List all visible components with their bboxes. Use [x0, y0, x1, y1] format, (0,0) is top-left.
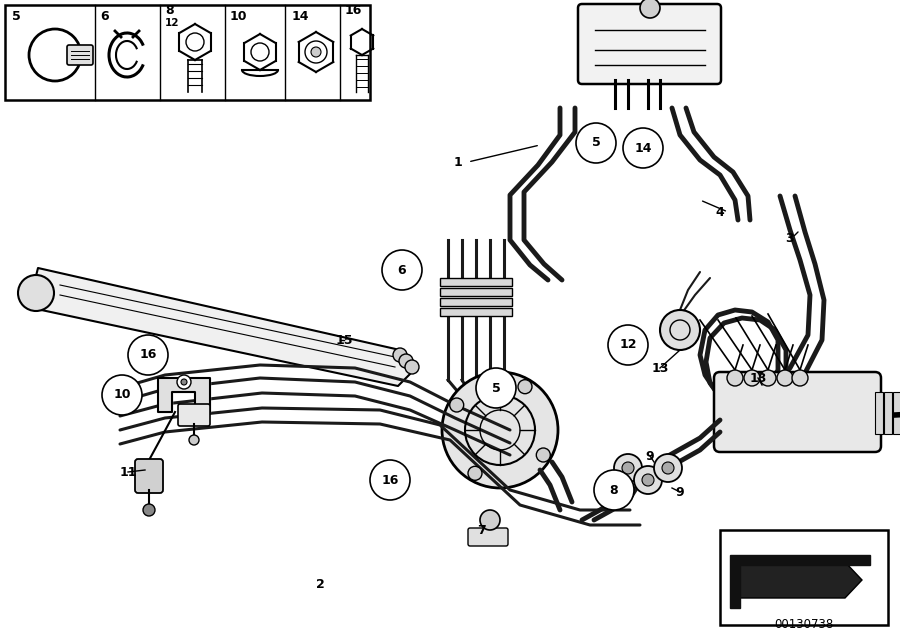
Text: 14: 14 [292, 10, 310, 23]
Circle shape [181, 379, 187, 385]
Text: 3: 3 [786, 232, 795, 244]
Circle shape [727, 370, 743, 386]
Circle shape [536, 448, 550, 462]
Circle shape [476, 368, 516, 408]
Circle shape [405, 360, 419, 374]
Circle shape [382, 250, 422, 290]
Text: 9: 9 [645, 450, 654, 462]
Text: 00130738: 00130738 [774, 618, 833, 631]
Circle shape [777, 370, 793, 386]
Circle shape [18, 275, 54, 311]
Circle shape [660, 310, 700, 350]
Bar [893, 392, 900, 434]
Bar [720, 530, 888, 625]
Text: 6: 6 [398, 263, 406, 277]
Circle shape [744, 370, 760, 386]
Text: 7: 7 [478, 523, 486, 537]
Text: 15: 15 [335, 333, 353, 347]
Text: 10: 10 [113, 389, 130, 401]
Text: 13: 13 [652, 361, 669, 375]
Polygon shape [158, 378, 210, 412]
Text: 16: 16 [382, 473, 399, 487]
Circle shape [450, 398, 464, 412]
Text: 8: 8 [609, 483, 618, 497]
FancyBboxPatch shape [135, 459, 163, 493]
Circle shape [792, 370, 808, 386]
Circle shape [518, 380, 532, 394]
FancyBboxPatch shape [714, 372, 881, 452]
Bar [440, 288, 512, 296]
Text: 8: 8 [165, 4, 174, 17]
Text: 16: 16 [140, 349, 157, 361]
Circle shape [576, 123, 616, 163]
Circle shape [654, 454, 682, 482]
Circle shape [594, 470, 634, 510]
Text: 14: 14 [634, 141, 652, 155]
Polygon shape [732, 562, 862, 598]
Circle shape [177, 375, 191, 389]
Circle shape [662, 462, 674, 474]
Text: 5: 5 [491, 382, 500, 394]
Bar [440, 308, 512, 316]
Circle shape [642, 474, 654, 486]
FancyBboxPatch shape [578, 4, 721, 84]
Circle shape [480, 510, 500, 530]
Circle shape [393, 348, 407, 362]
Text: 2: 2 [316, 579, 324, 591]
Text: 5: 5 [591, 137, 600, 149]
Bar [440, 298, 512, 306]
Text: 11: 11 [119, 466, 137, 478]
Circle shape [128, 335, 168, 375]
Circle shape [634, 466, 662, 494]
Circle shape [143, 504, 155, 516]
Bar [440, 278, 512, 286]
Polygon shape [730, 555, 870, 608]
Bar [875, 392, 883, 434]
Bar [5, 5, 370, 100]
Text: 5: 5 [12, 10, 21, 23]
Circle shape [608, 325, 648, 365]
Text: 9: 9 [676, 485, 684, 499]
Text: 12: 12 [165, 18, 179, 28]
Text: 16: 16 [345, 4, 363, 17]
Circle shape [614, 454, 642, 482]
Circle shape [640, 0, 660, 18]
Circle shape [623, 128, 663, 168]
Text: 10: 10 [230, 10, 248, 23]
Polygon shape [32, 268, 410, 386]
FancyBboxPatch shape [178, 404, 210, 426]
Circle shape [399, 354, 413, 368]
Text: 4: 4 [716, 205, 724, 219]
Circle shape [311, 47, 321, 57]
Circle shape [760, 370, 776, 386]
Text: 12: 12 [619, 338, 637, 352]
Text: 13: 13 [750, 371, 767, 385]
Circle shape [370, 460, 410, 500]
Circle shape [468, 466, 482, 480]
Circle shape [442, 372, 558, 488]
Text: 6: 6 [100, 10, 109, 23]
Bar [884, 392, 892, 434]
Text: 1: 1 [454, 155, 463, 169]
FancyBboxPatch shape [468, 528, 508, 546]
FancyBboxPatch shape [67, 45, 93, 65]
Circle shape [102, 375, 142, 415]
Circle shape [622, 462, 634, 474]
Circle shape [189, 435, 199, 445]
